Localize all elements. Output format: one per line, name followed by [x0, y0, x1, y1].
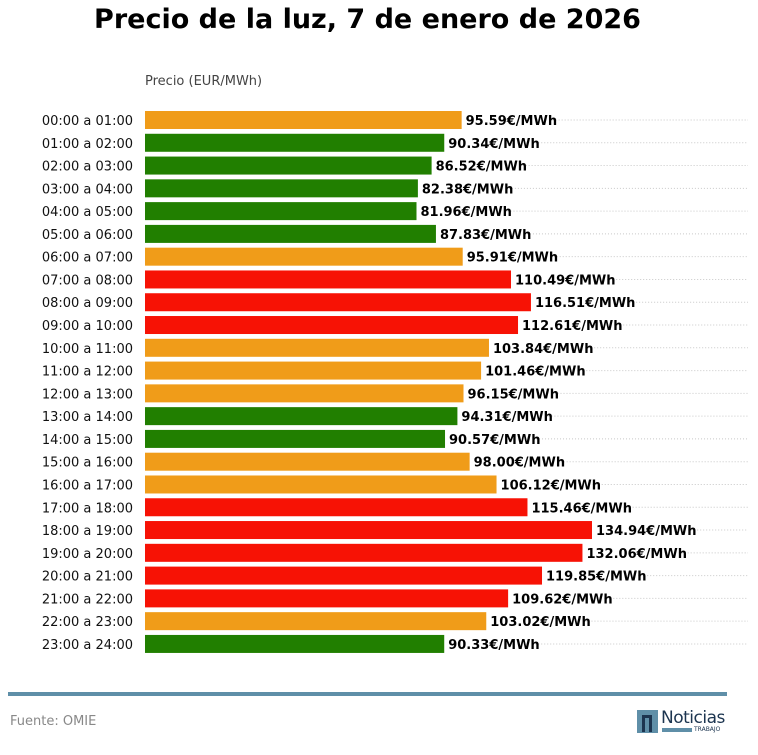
logo-wordmark: Noticias: [661, 708, 725, 728]
category-label: 21:00 a 22:00: [42, 592, 133, 607]
category-label: 01:00 a 02:00: [42, 137, 133, 152]
category-label: 13:00 a 14:00: [42, 410, 133, 425]
value-label: 106.12€/MWh: [501, 478, 602, 493]
value-label: 116.51€/MWh: [535, 296, 636, 311]
bar: [145, 224, 436, 243]
value-label: 98.00€/MWh: [474, 456, 565, 471]
category-label: 17:00 a 18:00: [42, 501, 133, 516]
bar: [145, 407, 458, 426]
bar: [145, 361, 482, 380]
category-label: 11:00 a 12:00: [42, 365, 133, 380]
x-axis-label: Precio (EUR/MWh): [145, 74, 263, 89]
value-label: 81.96€/MWh: [420, 205, 511, 220]
bar: [145, 521, 592, 540]
logo-subtitle: TRABAJO: [694, 726, 721, 733]
bar: [145, 156, 432, 175]
bar: [145, 452, 470, 471]
value-label: 119.85€/MWh: [546, 570, 647, 585]
bar-chart: 00:00 a 01:00 95.59€/MWh 01:00 a 02:00 90.3…: [42, 111, 748, 653]
category-label: 16:00 a 17:00: [42, 478, 133, 493]
value-label: 109.62€/MWh: [512, 592, 613, 607]
category-label: 15:00 a 16:00: [42, 456, 133, 471]
category-label: 00:00 a 01:00: [42, 114, 133, 129]
logo-mark-icon: [637, 710, 658, 733]
bar: [145, 475, 497, 494]
noticias-trabajo-logo: Noticias TRABAJO: [636, 708, 730, 736]
chart-title: Precio de la luz, 7 de enero de 2026: [94, 4, 641, 35]
value-label: 90.33€/MWh: [448, 638, 539, 653]
bar: [145, 133, 445, 152]
value-label: 110.49€/MWh: [515, 273, 616, 288]
bar: [145, 498, 528, 517]
category-label: 20:00 a 21:00: [42, 570, 133, 585]
value-label: 82.38€/MWh: [422, 182, 513, 197]
category-label: 09:00 a 10:00: [42, 319, 133, 334]
category-label: 08:00 a 09:00: [42, 296, 133, 311]
bar: [145, 316, 519, 335]
bar: [145, 247, 463, 266]
value-label: 94.31€/MWh: [461, 410, 552, 425]
bar: [145, 566, 543, 585]
bar: [145, 634, 445, 653]
value-label: 103.02€/MWh: [490, 615, 591, 630]
value-label: 96.15€/MWh: [468, 387, 559, 402]
category-label: 10:00 a 11:00: [42, 342, 133, 357]
bar: [145, 429, 446, 448]
bar: [145, 111, 462, 129]
category-label: 06:00 a 07:00: [42, 251, 133, 266]
bar: [145, 338, 489, 357]
category-label: 19:00 a 20:00: [42, 547, 133, 562]
source-note: Fuente: OMIE: [10, 714, 97, 729]
category-label: 22:00 a 23:00: [42, 615, 133, 630]
value-label: 86.52€/MWh: [436, 160, 527, 175]
value-label: 103.84€/MWh: [493, 342, 593, 357]
bar: [145, 543, 583, 562]
value-label: 101.46€/MWh: [485, 365, 586, 380]
category-label: 07:00 a 08:00: [42, 273, 133, 288]
category-label: 05:00 a 06:00: [42, 228, 133, 243]
bar: [145, 612, 487, 631]
value-label: 112.61€/MWh: [522, 319, 623, 334]
bar: [145, 202, 417, 221]
value-label: 115.46€/MWh: [531, 501, 632, 516]
category-label: 14:00 a 15:00: [42, 433, 133, 448]
category-label: 23:00 a 24:00: [42, 638, 133, 653]
category-label: 18:00 a 19:00: [42, 524, 133, 539]
value-label: 90.34€/MWh: [448, 137, 539, 152]
value-label: 95.91€/MWh: [467, 251, 558, 266]
footer-divider: [8, 692, 727, 696]
category-label: 12:00 a 13:00: [42, 387, 133, 402]
value-label: 95.59€/MWh: [466, 114, 557, 129]
category-label: 02:00 a 03:00: [42, 160, 133, 175]
value-label: 134.94€/MWh: [596, 524, 697, 539]
value-label: 87.83€/MWh: [440, 228, 531, 243]
bar: [145, 179, 418, 198]
bar: [145, 589, 509, 608]
logo-underline: [662, 728, 692, 732]
bar: [145, 293, 531, 312]
bar: [145, 384, 464, 403]
value-label: 132.06€/MWh: [586, 547, 687, 562]
category-label: 03:00 a 04:00: [42, 182, 133, 197]
value-label: 90.57€/MWh: [449, 433, 540, 448]
bar: [145, 270, 512, 289]
category-label: 04:00 a 05:00: [42, 205, 133, 220]
